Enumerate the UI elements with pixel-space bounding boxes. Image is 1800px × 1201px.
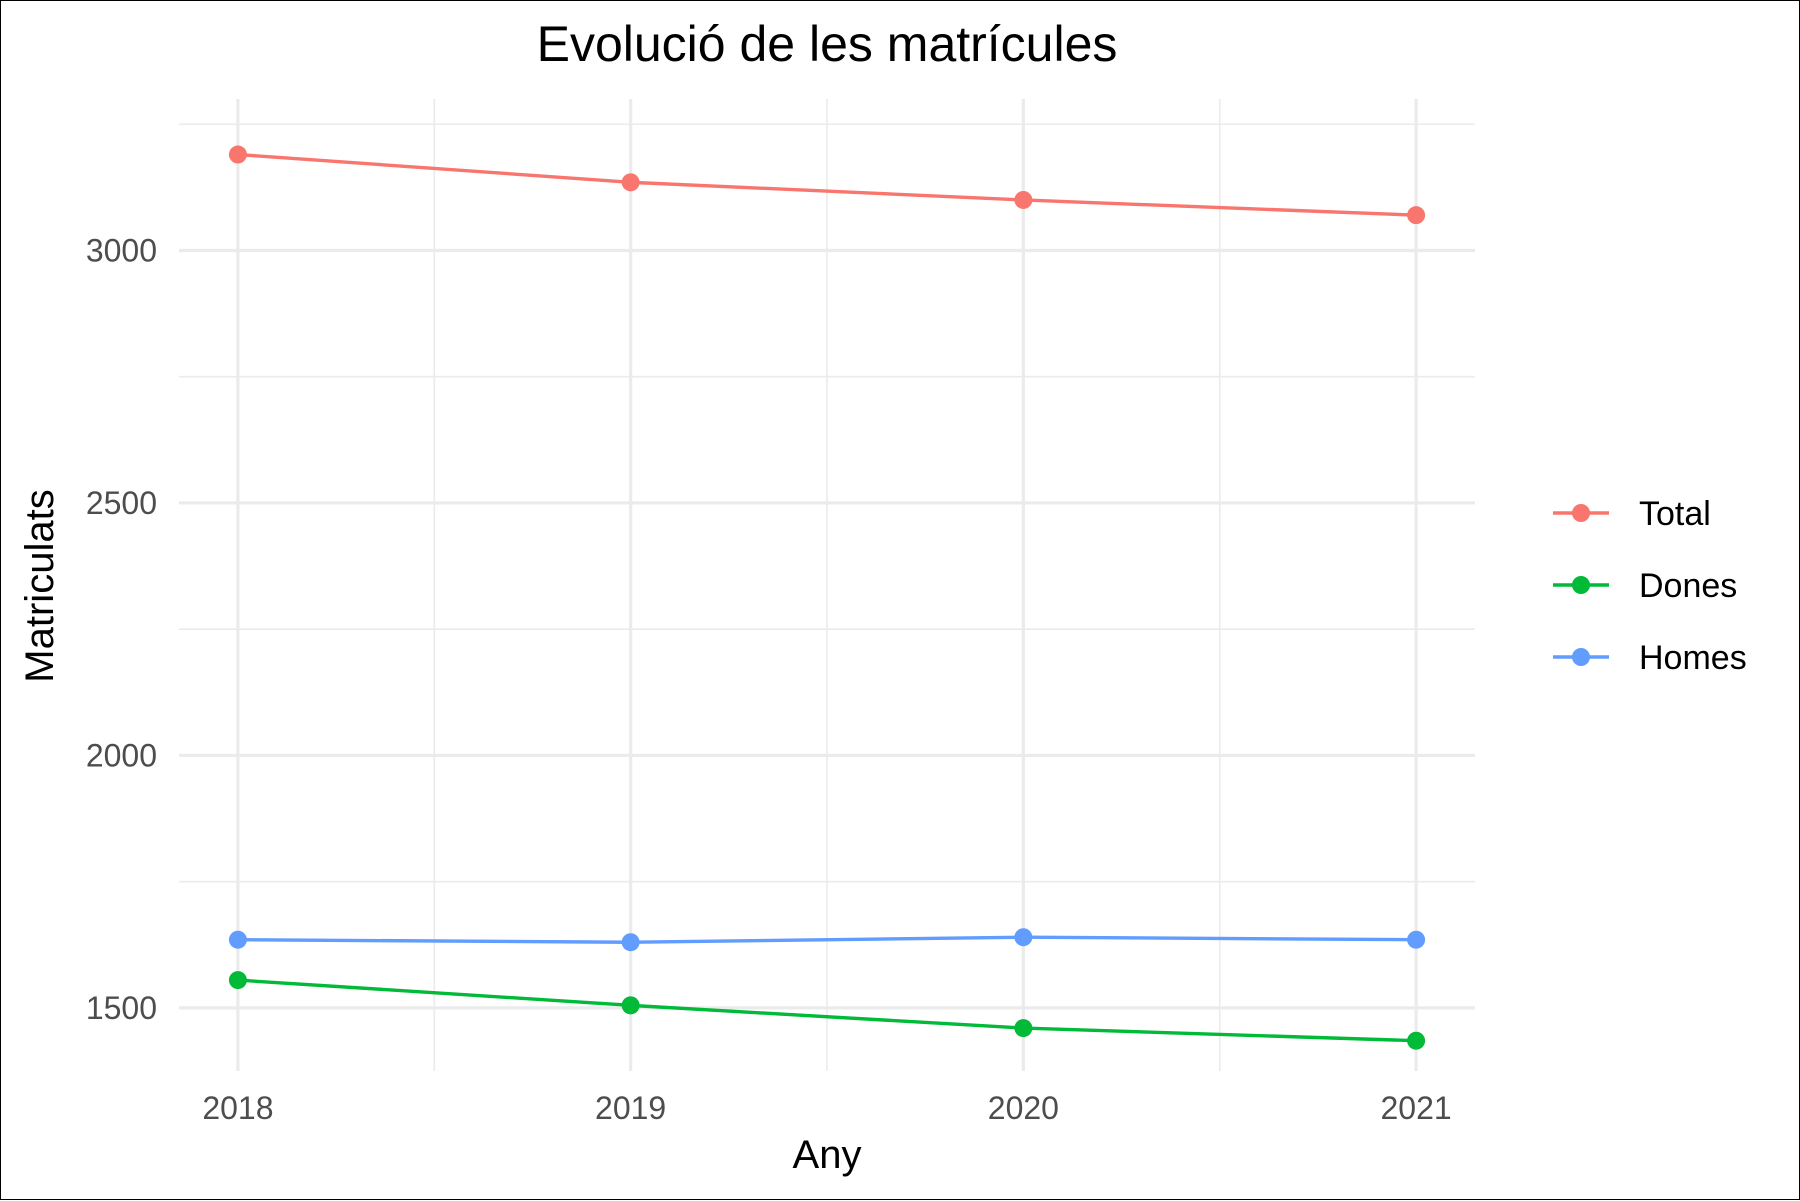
- y-axis-title: Matriculats: [18, 489, 62, 682]
- series-line-total: [237, 152, 1417, 217]
- data-point-homes: [1014, 928, 1033, 947]
- series-layer: [228, 145, 1426, 1050]
- x-tick-label: 2019: [595, 1090, 666, 1126]
- data-point-dones: [1014, 1019, 1033, 1038]
- x-tick-label: 2021: [1380, 1090, 1451, 1126]
- data-point-homes: [1407, 930, 1426, 949]
- y-tick-label: 2500: [86, 485, 157, 521]
- data-point-dones: [228, 971, 247, 990]
- legend-marker-dones: [1572, 576, 1590, 594]
- x-tick-label: 2020: [988, 1090, 1059, 1126]
- series-line-dones: [237, 978, 1417, 1043]
- y-tick-label: 2000: [86, 737, 157, 773]
- data-point-total: [1014, 190, 1033, 209]
- legend-label-total: Total: [1639, 495, 1711, 533]
- legend-marker-homes: [1572, 648, 1590, 666]
- x-axis-title: Any: [793, 1133, 862, 1177]
- data-point-dones: [621, 996, 640, 1015]
- data-point-total: [228, 145, 247, 164]
- grid-lines: [179, 99, 1475, 1071]
- legend-label-dones: Dones: [1639, 567, 1737, 605]
- data-point-dones: [1407, 1031, 1426, 1050]
- tick-labels: 1500 2000 2500 3000 2018 2019 2020 2021: [86, 232, 1452, 1126]
- legend-label-homes: Homes: [1639, 639, 1747, 677]
- y-tick-label: 3000: [86, 232, 157, 268]
- legend-marker-total: [1572, 504, 1590, 522]
- y-tick-label: 1500: [86, 990, 157, 1026]
- chart-title: Evolució de les matrícules: [537, 16, 1118, 72]
- x-tick-label: 2018: [202, 1090, 273, 1126]
- series-line-homes: [237, 935, 1417, 944]
- legend: Total Dones Homes: [1553, 495, 1747, 677]
- data-point-total: [621, 173, 640, 192]
- data-point-total: [1407, 206, 1426, 225]
- data-point-homes: [228, 930, 247, 949]
- data-point-homes: [621, 933, 640, 952]
